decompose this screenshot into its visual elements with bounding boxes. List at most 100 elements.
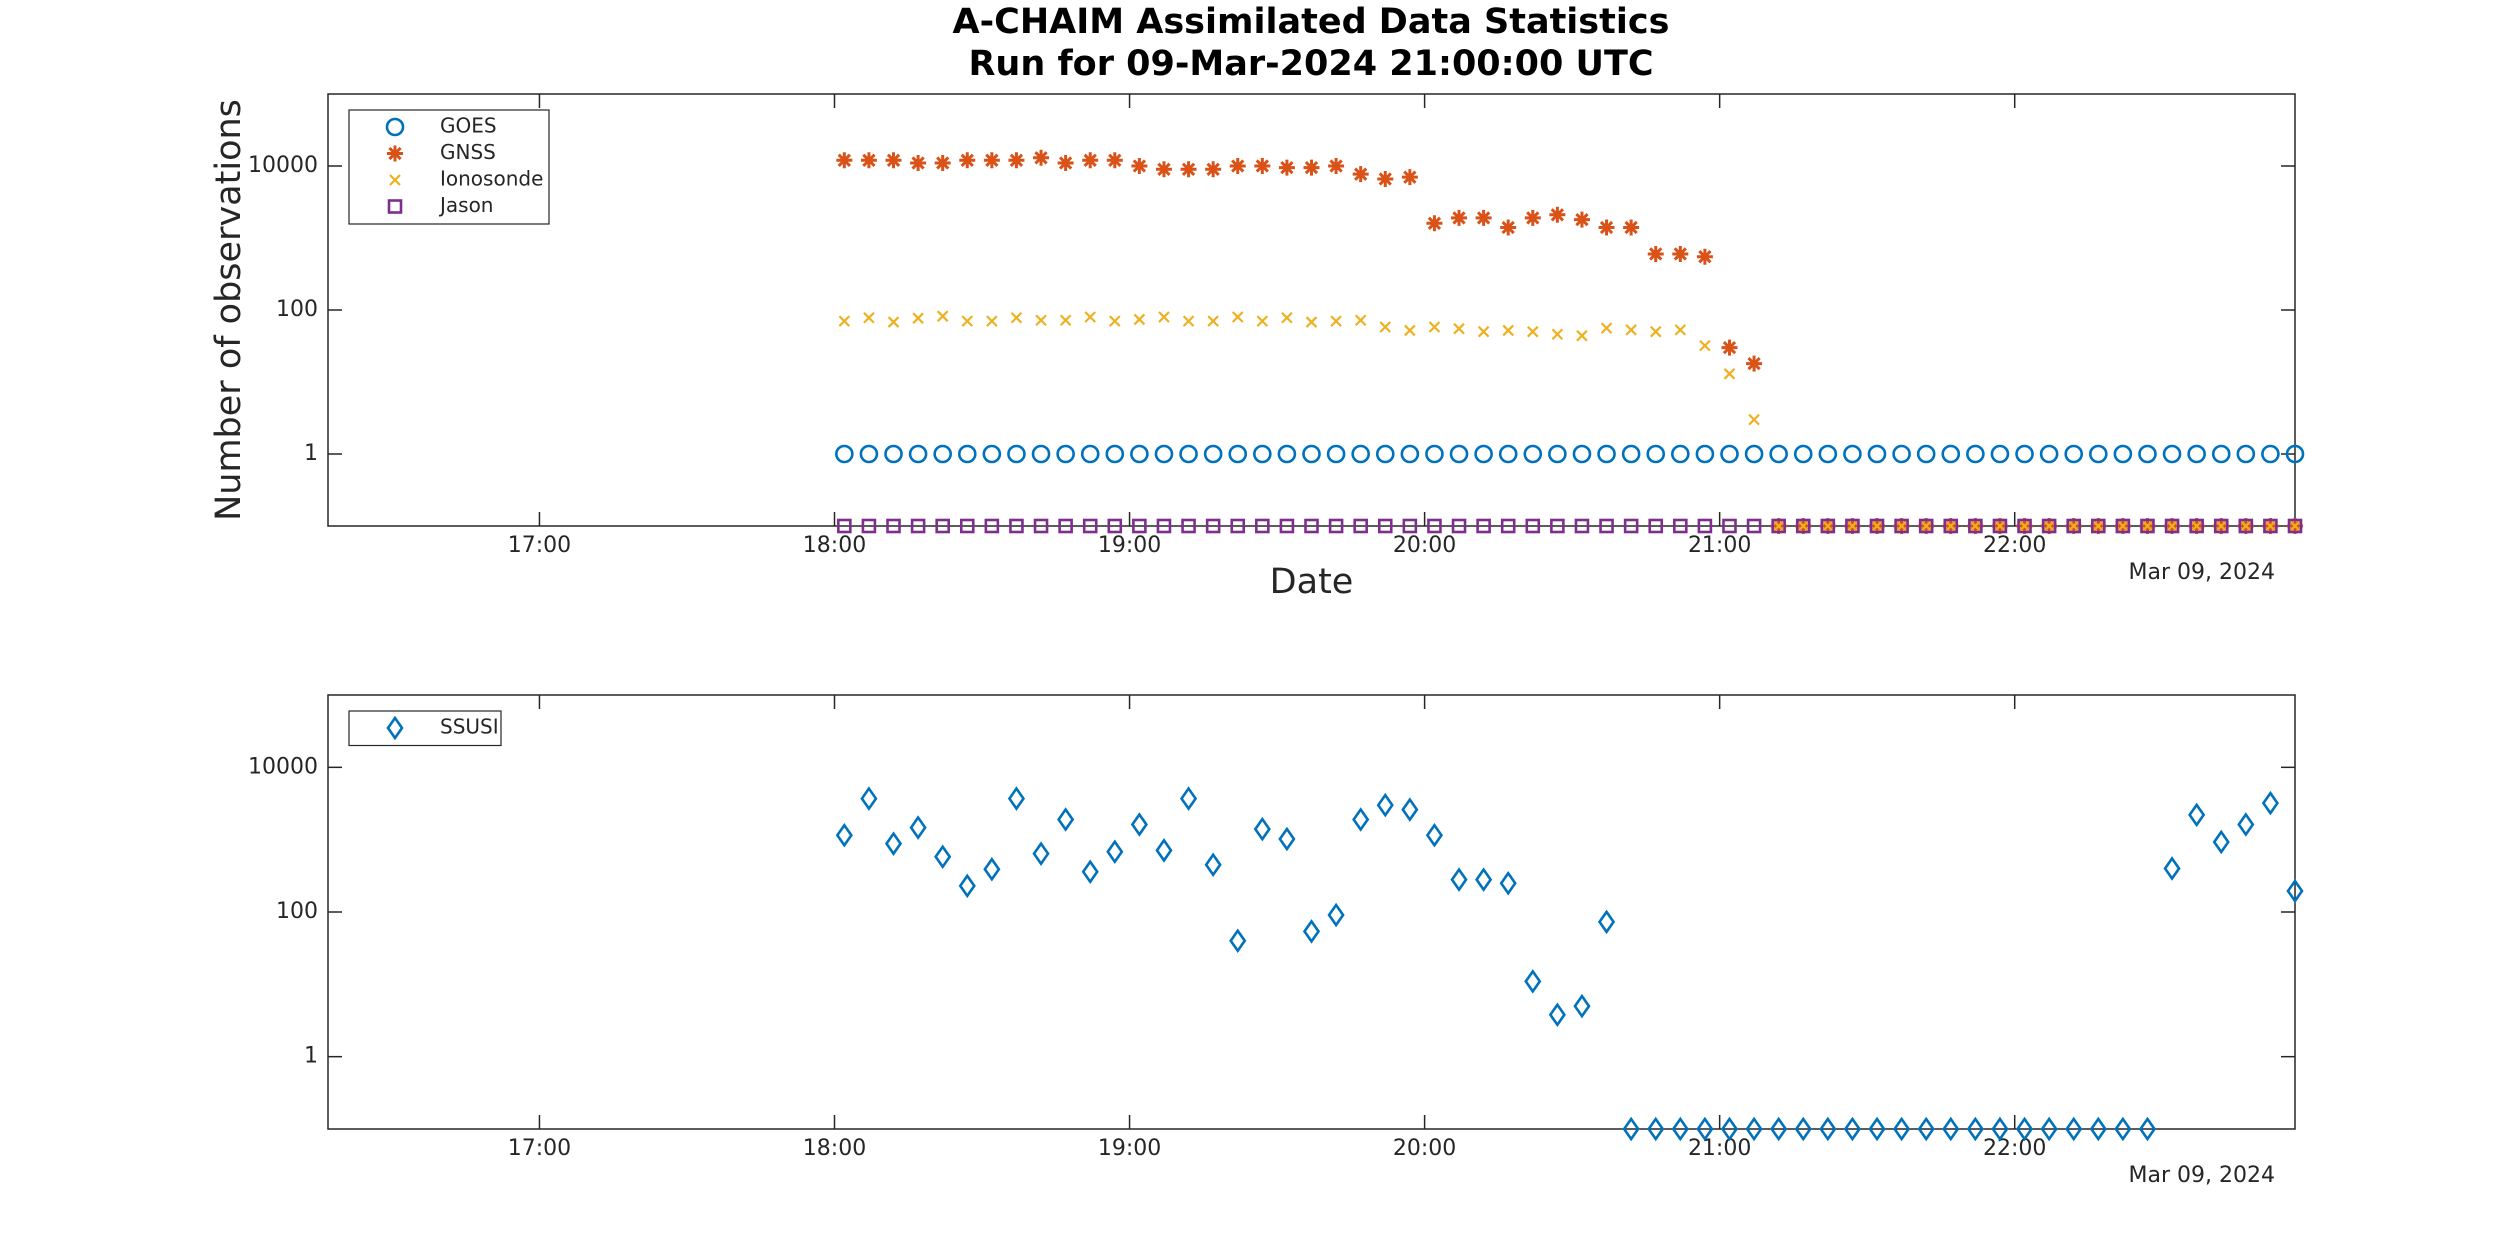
data-point	[1673, 518, 1688, 534]
data-point	[885, 152, 902, 169]
data-point	[1895, 520, 1908, 532]
data-point	[860, 786, 878, 811]
data-point	[2065, 1116, 2083, 1142]
data-point	[909, 815, 927, 840]
data-point	[1845, 518, 1860, 534]
data-point	[1057, 807, 1075, 832]
data-point	[1180, 161, 1197, 178]
data-point	[1302, 444, 1321, 464]
data-point	[1722, 518, 1737, 534]
data-point	[1377, 170, 1394, 187]
data-point	[1279, 518, 1295, 534]
data-point	[2140, 518, 2155, 534]
data-point	[1942, 1116, 1960, 1142]
data-point	[1351, 444, 1370, 464]
data-point	[1548, 1002, 1566, 1027]
data-point	[1771, 518, 1786, 534]
data-point	[1205, 161, 1222, 178]
y-tick-label: 100	[276, 899, 318, 924]
data-point	[1894, 518, 1909, 534]
data-point	[1917, 1116, 1935, 1142]
data-point	[1278, 826, 1296, 852]
data-point	[1256, 315, 1269, 327]
data-point	[1010, 311, 1023, 324]
y-tick-label: 10000	[248, 754, 318, 779]
data-point	[1230, 518, 1246, 534]
data-point	[837, 518, 852, 534]
data-point	[986, 315, 998, 327]
legend-marker	[386, 715, 404, 741]
data-point	[1181, 518, 1196, 534]
plot-area	[327, 694, 2296, 1130]
data-point	[2166, 520, 2178, 532]
data-point	[1375, 444, 1395, 464]
data-point	[1524, 969, 1542, 994]
data-point	[1451, 518, 1467, 534]
data-point	[1992, 518, 2008, 534]
data-point	[1646, 444, 1666, 464]
data-point	[1597, 909, 1616, 935]
data-point	[1697, 518, 1713, 534]
data-point	[2089, 1116, 2107, 1142]
data-point	[2211, 444, 2231, 464]
data-point	[1056, 444, 1075, 464]
data-point	[1082, 518, 1098, 534]
data-point	[1105, 444, 1125, 464]
data-point	[1302, 919, 1321, 944]
data-point	[1427, 518, 1442, 534]
data-point	[1502, 324, 1514, 337]
data-point	[2215, 520, 2228, 532]
data-point	[1203, 444, 1223, 464]
data-point	[1696, 248, 1713, 265]
data-point	[1109, 315, 1121, 327]
data-point	[1597, 444, 1616, 464]
data-point	[2015, 1116, 2034, 1142]
data-point	[1082, 152, 1099, 169]
data-point	[908, 444, 928, 464]
data-point	[2039, 444, 2059, 464]
chart-subtitle: Run for 09-Mar-2024 21:00:00 UTC	[968, 44, 1653, 84]
data-point	[860, 152, 877, 169]
data-point	[2117, 520, 2129, 532]
data-point	[1500, 518, 1516, 534]
data-point	[863, 311, 875, 324]
data-point	[1772, 520, 1785, 532]
data-point	[1499, 870, 1517, 896]
data-point	[1525, 518, 1541, 534]
data-point	[1551, 328, 1564, 341]
data-point	[2237, 812, 2255, 837]
data-point	[1969, 520, 1982, 532]
data-point	[1327, 902, 1345, 928]
x-tick-label: 18:00	[803, 1136, 866, 1161]
x-tick-label: 22:00	[1983, 533, 2046, 558]
x-tick-label: 19:00	[1098, 1136, 1161, 1161]
data-point	[983, 856, 1001, 882]
data-point	[838, 315, 851, 327]
data-point	[984, 518, 1000, 534]
data-point	[1647, 1116, 1665, 1142]
data-point	[1130, 444, 1149, 464]
data-point	[2261, 444, 2280, 464]
data-point	[1746, 518, 1762, 534]
data-point	[1031, 444, 1051, 464]
data-point	[2261, 790, 2279, 816]
data-point	[1428, 321, 1441, 333]
data-point	[1281, 311, 1293, 324]
data-point	[1916, 444, 1936, 464]
data-point	[957, 444, 977, 464]
data-point	[912, 312, 924, 324]
data-point	[1253, 816, 1271, 842]
data-point	[1303, 159, 1320, 176]
data-point	[2287, 518, 2303, 534]
data-point	[1576, 329, 1588, 342]
data-point	[1671, 1116, 1689, 1142]
x-tick-label: 22:00	[1983, 1136, 2046, 1161]
data-point	[1304, 518, 1319, 534]
data-point	[1871, 520, 1883, 532]
data-point	[1892, 444, 1911, 464]
data-point	[1084, 311, 1096, 323]
data-point	[961, 315, 974, 327]
x-axis-label: Date	[1270, 562, 1354, 602]
data-point	[1867, 444, 1887, 464]
data-point	[1426, 215, 1443, 232]
